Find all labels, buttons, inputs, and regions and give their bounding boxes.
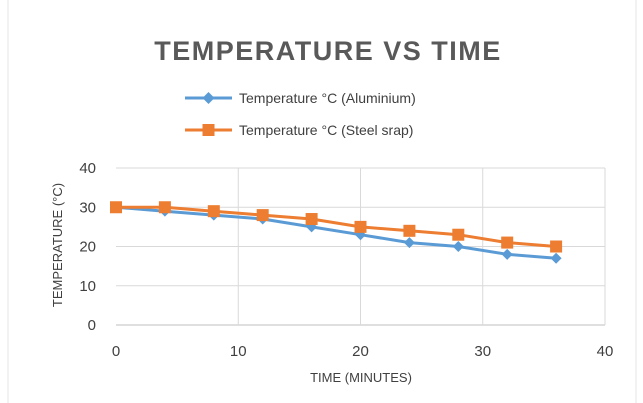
data-point: [452, 228, 465, 241]
data-point: [403, 224, 416, 237]
series-1: [110, 201, 563, 253]
data-point: [354, 220, 367, 233]
x-tick-label: 30: [474, 343, 491, 360]
data-point: [403, 237, 415, 249]
x-tick-label: 40: [597, 343, 614, 360]
y-axis-ticks: 0 10 20 30 40: [79, 160, 96, 334]
data-point: [501, 236, 514, 249]
data-point: [501, 248, 513, 260]
y-tick-label: 30: [79, 199, 96, 216]
series-line: [114, 205, 558, 248]
legend-label-steel: Temperature °C (Steel srap): [239, 122, 413, 138]
data-point: [550, 240, 563, 253]
data-point: [550, 252, 562, 264]
legend-label-aluminium: Temperature °C (Aluminium): [239, 90, 416, 106]
y-tick-label: 10: [79, 278, 96, 295]
series-line: [114, 205, 558, 260]
data-point: [452, 241, 464, 252]
legend: Temperature °C (Aluminium) Temperature °…: [185, 90, 416, 138]
legend-marker-aluminium: [202, 92, 215, 104]
legend-item-aluminium: Temperature °C (Aluminium): [185, 90, 416, 106]
chart-title: TEMPERATURE VS TIME: [154, 36, 502, 66]
x-tick-label: 0: [112, 343, 120, 360]
x-tick-label: 20: [352, 343, 369, 360]
y-tick-label: 40: [79, 160, 96, 177]
x-axis-label: TIME (MINUTES): [310, 370, 412, 385]
data-point: [110, 201, 122, 214]
y-tick-label: 20: [79, 239, 96, 256]
y-axis-label: TEMPERATURE (°C): [50, 183, 65, 307]
data-point: [305, 213, 318, 226]
data-point: [256, 209, 269, 222]
y-tick-label: 0: [88, 317, 96, 334]
gridlines: [116, 167, 606, 326]
data-point: [207, 205, 220, 218]
x-tick-label: 10: [230, 343, 247, 360]
legend-marker-steel: [202, 124, 215, 136]
legend-item-steel: Temperature °C (Steel srap): [185, 122, 413, 138]
x-axis-ticks: 0 10 20 30 40: [112, 343, 614, 360]
data-point: [158, 201, 171, 214]
series-layer: [110, 201, 563, 264]
